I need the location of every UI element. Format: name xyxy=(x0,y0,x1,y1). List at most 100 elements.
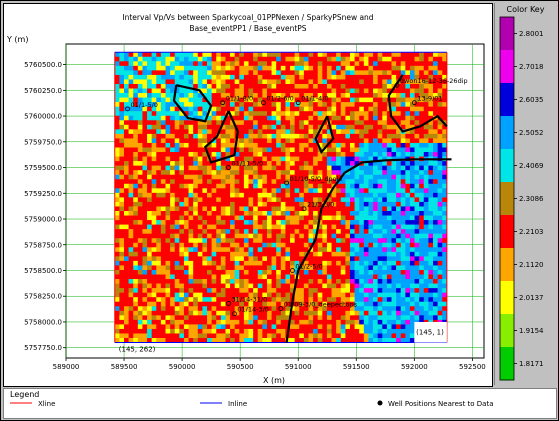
heatmap-cell xyxy=(340,256,346,262)
heatmap-cell xyxy=(262,74,268,80)
heatmap-cell xyxy=(317,70,323,76)
heatmap-cell xyxy=(354,138,360,144)
heatmap-cell xyxy=(137,306,143,312)
heatmap-cell xyxy=(179,256,185,262)
heatmap-cell xyxy=(133,111,139,117)
heatmap-cell xyxy=(179,229,185,234)
heatmap-cell xyxy=(165,88,171,94)
heatmap-cell xyxy=(414,56,420,62)
heatmap-cell xyxy=(331,306,337,312)
heatmap-cell xyxy=(340,65,346,71)
heatmap-cell xyxy=(211,319,217,325)
heatmap-cell xyxy=(133,70,139,76)
heatmap-cell xyxy=(299,147,305,153)
heatmap-cell xyxy=(405,260,411,266)
heatmap-cell xyxy=(211,310,217,316)
heatmap-cell xyxy=(331,83,337,89)
heatmap-cell xyxy=(386,306,392,312)
heatmap-cell xyxy=(400,183,406,189)
heatmap-cell xyxy=(174,315,180,321)
heatmap-cell xyxy=(188,288,194,293)
heatmap-cell xyxy=(174,129,180,135)
heatmap-cell xyxy=(188,197,194,203)
heatmap-cell xyxy=(137,174,143,180)
heatmap-cell xyxy=(160,161,166,166)
heatmap-cell xyxy=(253,183,259,189)
heatmap-cell xyxy=(239,192,245,198)
heatmap-cell xyxy=(156,115,162,121)
color-key-label: 2.6035 xyxy=(519,96,544,104)
heatmap-cell xyxy=(123,338,129,343)
heatmap-cell xyxy=(123,265,129,271)
heatmap-cell xyxy=(382,129,388,135)
heatmap-cell xyxy=(253,133,259,139)
heatmap-cell xyxy=(276,265,282,271)
heatmap-cell xyxy=(354,74,360,80)
heatmap-cell xyxy=(248,147,254,153)
heatmap-cell xyxy=(225,124,231,130)
heatmap-cell xyxy=(253,70,259,76)
heatmap-cell xyxy=(257,56,263,62)
heatmap-cell xyxy=(160,224,166,230)
heatmap-cell xyxy=(151,306,157,312)
heatmap-cell xyxy=(123,315,129,321)
heatmap-cell xyxy=(313,224,318,230)
heatmap-cell xyxy=(216,301,222,307)
heatmap-cell xyxy=(345,111,351,117)
heatmap-cell xyxy=(202,292,208,298)
heatmap-cell xyxy=(183,324,189,330)
heatmap-cell xyxy=(290,242,295,248)
heatmap-cell xyxy=(419,102,425,107)
heatmap-cell xyxy=(322,319,328,325)
heatmap-cell xyxy=(151,133,157,139)
heatmap-cell xyxy=(262,238,268,244)
heatmap-cell xyxy=(119,211,125,216)
heatmap-cell xyxy=(359,124,365,130)
heatmap-cell xyxy=(170,74,176,80)
heatmap-cell xyxy=(396,251,402,257)
heatmap-cell xyxy=(114,183,120,189)
heatmap-cell xyxy=(257,292,263,298)
heatmap-cell xyxy=(119,102,125,107)
heatmap-cell xyxy=(363,111,369,117)
heatmap-cell xyxy=(331,179,337,185)
heatmap-cell xyxy=(170,247,176,253)
heatmap-cell xyxy=(230,229,235,234)
heatmap-cell xyxy=(442,192,448,198)
heatmap-cell xyxy=(386,147,392,153)
heatmap-cell xyxy=(137,247,143,253)
heatmap-cell xyxy=(271,74,277,80)
heatmap-cell xyxy=(266,102,272,107)
heatmap-cell xyxy=(317,324,323,330)
heatmap-cell xyxy=(400,238,406,244)
heatmap-cell xyxy=(423,88,429,94)
heatmap-cell xyxy=(188,224,194,230)
heatmap-cell xyxy=(156,229,162,234)
heatmap-cell xyxy=(253,79,259,85)
heatmap-cell xyxy=(253,124,259,130)
color-key-swatch xyxy=(500,347,514,381)
heatmap-cell xyxy=(216,310,222,316)
heatmap-plot[interactable]: Interval Vp/Vs between Sparkycoal_01PPNe… xyxy=(4,4,492,386)
heatmap-cell xyxy=(386,251,392,257)
heatmap-cell xyxy=(239,279,245,284)
heatmap-cell xyxy=(239,238,245,244)
heatmap-cell xyxy=(114,124,120,130)
heatmap-cell xyxy=(396,315,402,321)
heatmap-cell xyxy=(142,324,148,330)
heatmap-cell xyxy=(119,192,125,198)
heatmap-cell xyxy=(225,174,231,180)
heatmap-cell xyxy=(234,274,240,280)
heatmap-cell xyxy=(248,297,254,303)
heatmap-cell xyxy=(363,215,369,221)
heatmap-cell xyxy=(234,301,240,307)
heatmap-cell xyxy=(414,229,420,234)
heatmap-cell xyxy=(128,238,134,244)
heatmap-cell xyxy=(123,283,129,289)
heatmap-cell xyxy=(442,152,448,157)
heatmap-cell xyxy=(405,251,411,257)
heatmap-cell xyxy=(188,133,194,139)
heatmap-cell xyxy=(442,265,448,271)
heatmap-cell xyxy=(363,74,369,80)
heatmap-cell xyxy=(317,256,323,262)
